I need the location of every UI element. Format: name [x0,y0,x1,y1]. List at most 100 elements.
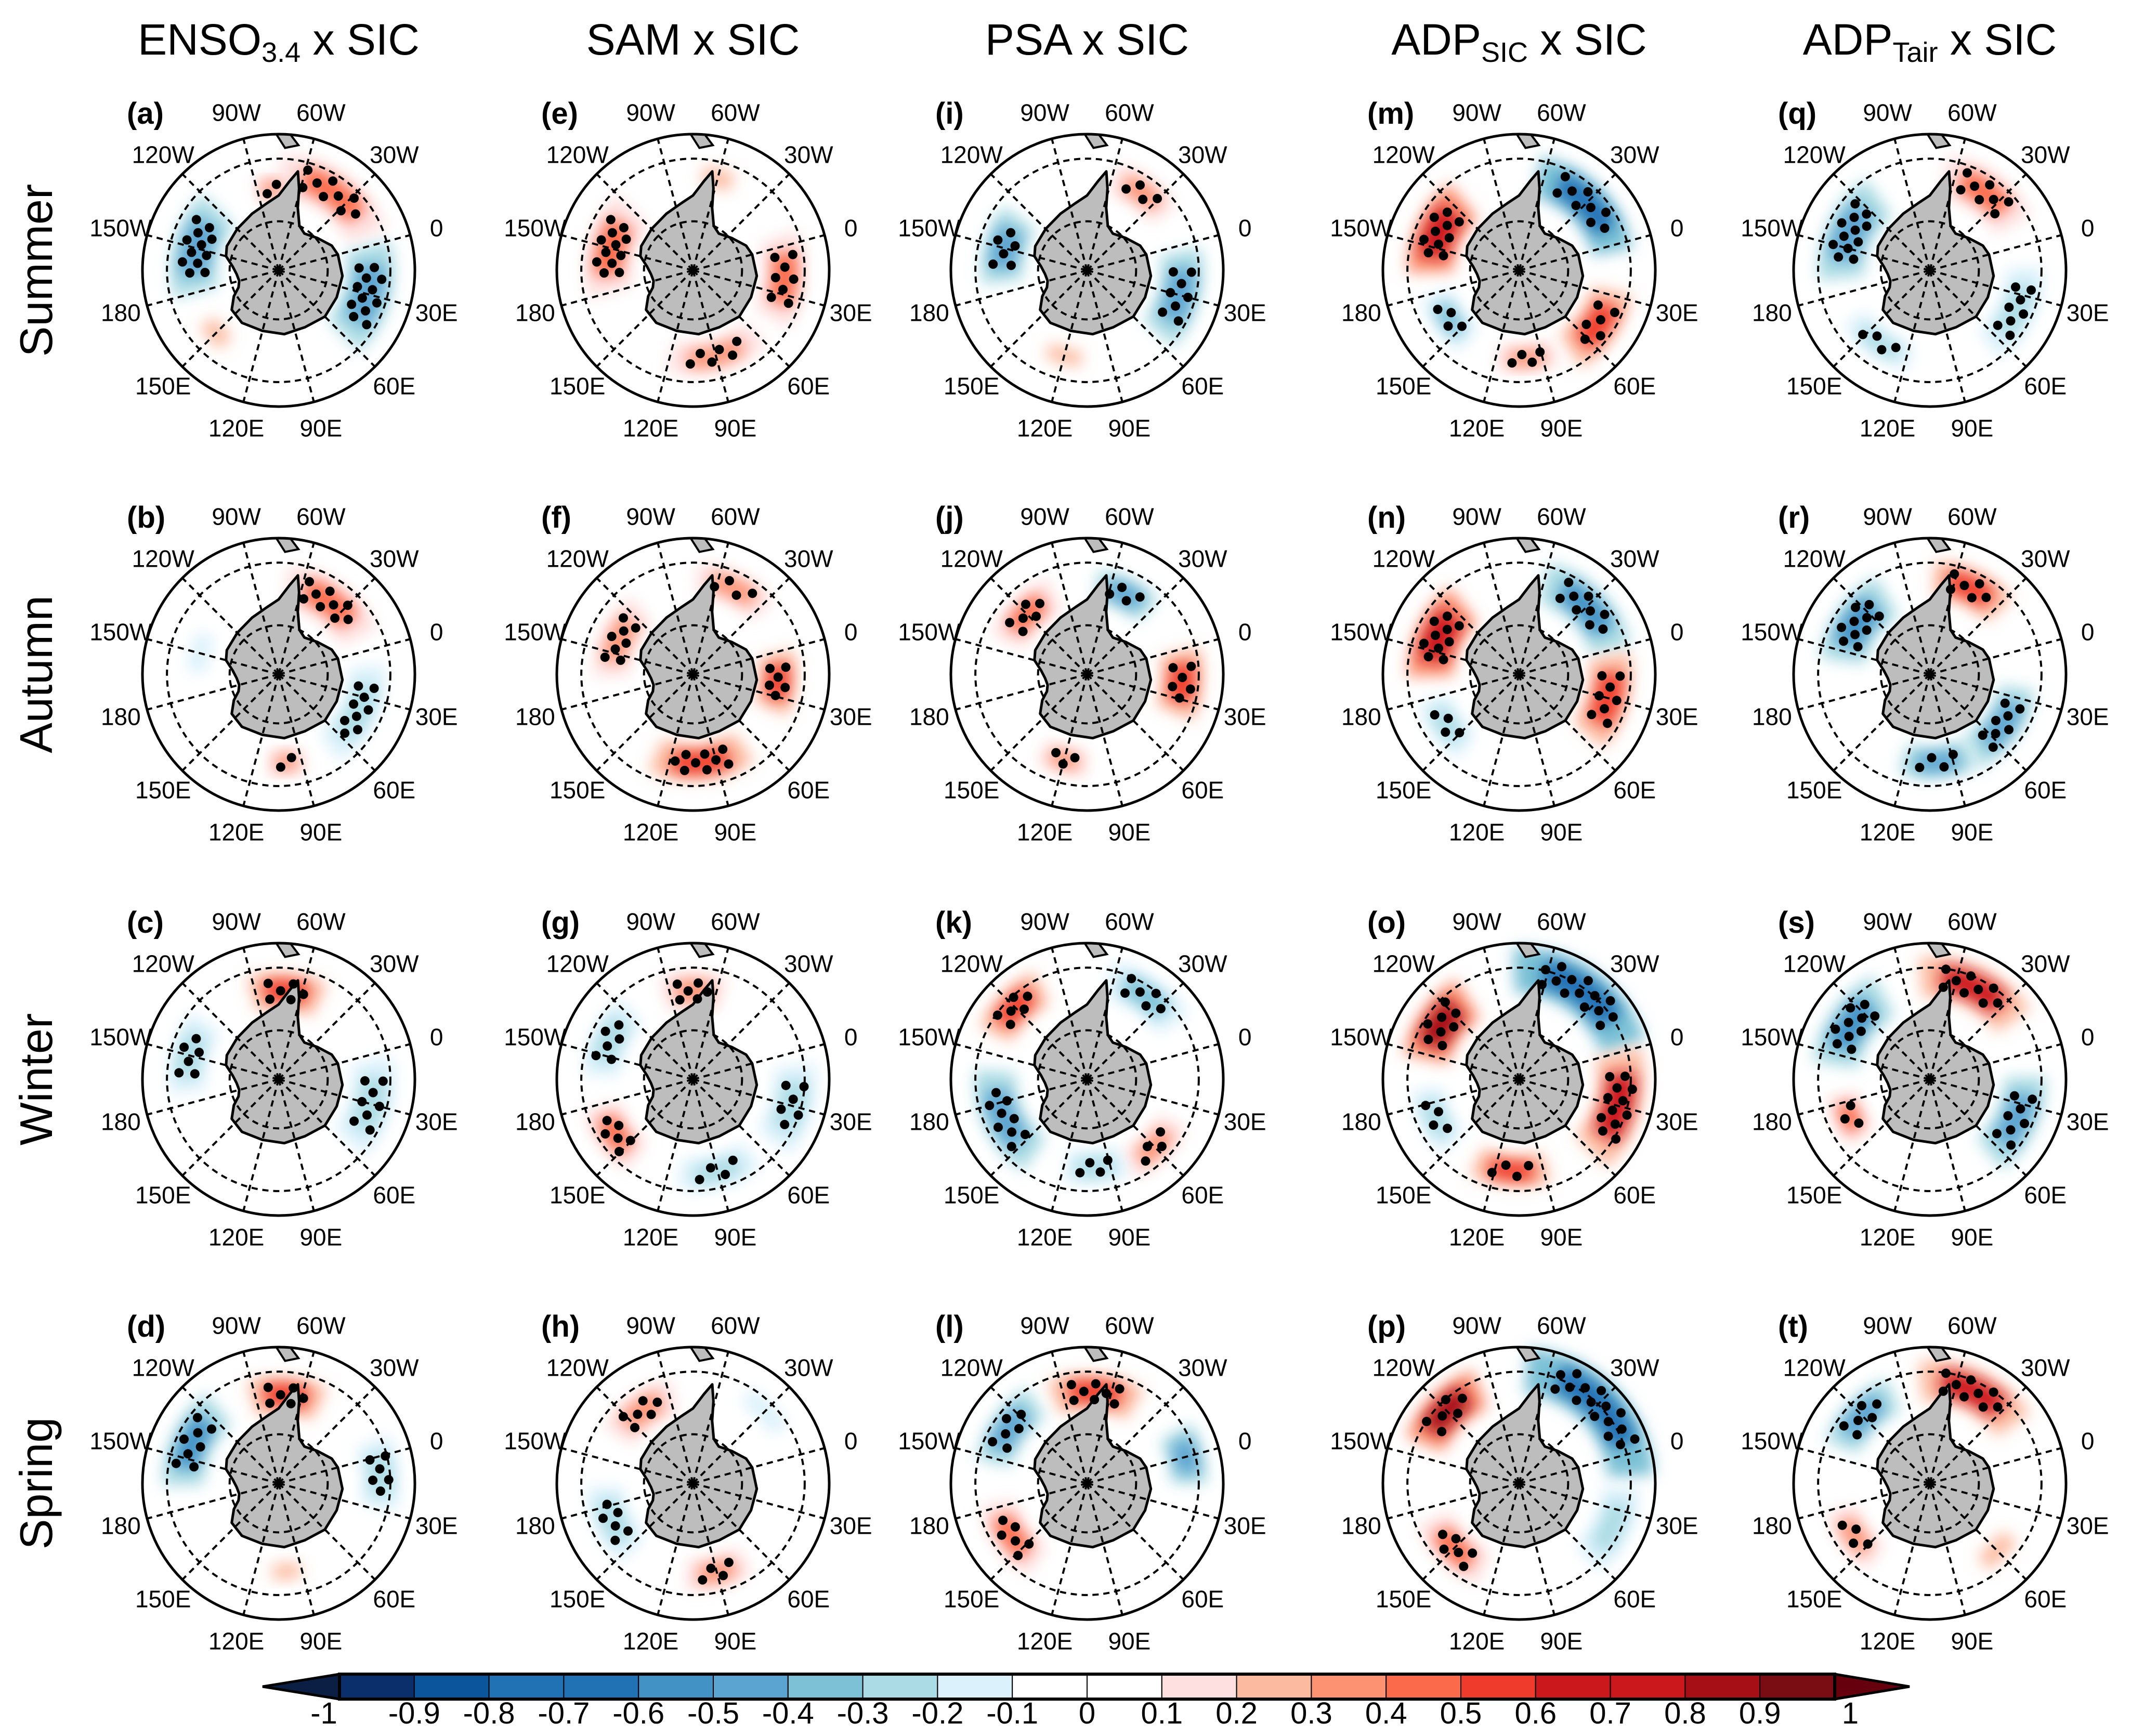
significance-dot [780,1119,790,1129]
meridian-line [1087,1078,1219,1116]
meridian-line [1086,1078,1184,1177]
significance-dot [1597,1113,1606,1122]
significance-dot [1587,710,1597,720]
meridian-line [1798,269,1930,307]
significance-dot [788,250,798,259]
significance-dot [1454,1548,1463,1557]
longitude-label: 120W [1372,545,1435,572]
longitude-label: 120W [132,545,195,572]
significance-dot [1524,1161,1534,1170]
longitude-label: 90W [1020,99,1069,126]
meridian-line [147,673,279,711]
meridian-line [657,138,694,271]
significance-dot [1993,320,2003,330]
significance-dot [1512,1171,1522,1181]
meridian-line [1086,270,1123,402]
colorbar-tick-label: 0.7 [1589,1696,1631,1730]
meridian-line [242,270,280,402]
meridian-line [692,1483,729,1615]
significance-dot [780,262,790,272]
meridian-line [990,269,1088,368]
longitude-label: 60E [787,372,830,399]
panel-letter: (a) [127,97,164,130]
significance-dot [204,223,214,232]
significance-dot [177,257,187,267]
longitude-label: 60E [2024,1585,2067,1612]
longitude-label: 30W [2021,141,2070,168]
significance-dot [1847,1045,1857,1054]
longitude-label: 120W [940,1354,1003,1381]
significance-dot [1419,638,1429,648]
meridian-line [1086,1079,1123,1211]
map-panel-t: 90W 60W 30W 0 30E 60E 90E 120E 150E 180 150W 120W (t… [1741,1310,2109,1655]
longitude-label: 120W [1783,1354,1846,1381]
significance-dot [1002,1443,1012,1453]
meridian-line [561,673,694,711]
map-boundary [141,133,416,408]
significance-dot [710,582,720,592]
longitude-label: 90E [714,1628,756,1655]
meridian-line [1483,542,1520,675]
meridian-line [692,1078,825,1116]
longitude-label: 90W [212,99,261,126]
latitude-circle [1879,1029,1980,1130]
map-boundary [141,1346,416,1621]
longitude-label: 150E [550,372,605,399]
longitude-label: 150W [89,215,152,242]
longitude-label: 150E [1376,1181,1431,1208]
longitude-label: 180 [1341,1108,1381,1135]
significance-dot [1439,1544,1449,1554]
significance-dot [312,178,322,188]
significance-dot [1853,1416,1863,1426]
significance-dot [1956,185,1966,195]
significance-dot [770,253,780,263]
meridian-line [1087,1043,1219,1080]
significance-dot [1138,194,1148,204]
colorbar-tick-label: -0.3 [836,1696,889,1730]
meridian-line [1422,673,1520,772]
significance-dot [1075,1168,1085,1178]
significance-dot [1438,1530,1447,1539]
longitude-label: 150W [504,1428,567,1455]
significance-dot [1850,225,1860,235]
longitude-label: 90E [1951,819,1993,846]
significance-dot [1853,642,1863,651]
longitude-label: 90W [1020,908,1069,935]
latitude-circle [580,1370,806,1596]
significance-dot [1051,748,1061,758]
meridian-line [990,1482,1088,1581]
latitude-circle [1037,1029,1138,1130]
longitude-label: 30E [1224,1108,1266,1135]
longitude-label: 90W [626,908,675,935]
significance-dot [993,1122,1003,1132]
significance-dot [1837,1520,1847,1530]
longitude-label: 60E [1181,1585,1224,1612]
significance-dot [1853,237,1863,247]
map-boundary [1381,1346,1657,1621]
significance-dot [276,986,285,996]
significance-dot [1981,593,1991,603]
latitude-circle [974,1370,1200,1596]
colorbar-bin [638,1674,714,1700]
longitude-label: 180 [515,1108,555,1135]
colorbar-bin [1610,1674,1686,1700]
significance-dot [1423,652,1433,662]
significance-dot [1109,1399,1119,1409]
meridian-line [1422,269,1520,368]
significance-dot [191,1034,201,1043]
significance-dot [1419,234,1429,244]
longitude-label: 150E [1376,776,1431,803]
meridian-line [990,1078,1088,1177]
significance-dot [1185,684,1195,694]
meridian-line [657,1079,694,1211]
significance-dot [316,602,325,611]
significance-dot [352,282,362,292]
colorbar-bin [1236,1674,1312,1700]
longitude-label: 90W [1452,1312,1501,1339]
longitude-label: 180 [1341,299,1381,326]
meridian-line [1518,173,1616,271]
significance-dot [1959,581,1969,591]
meridian-line [1422,982,1520,1080]
meridian-line [692,138,729,271]
panel-letter: (k) [935,906,972,939]
